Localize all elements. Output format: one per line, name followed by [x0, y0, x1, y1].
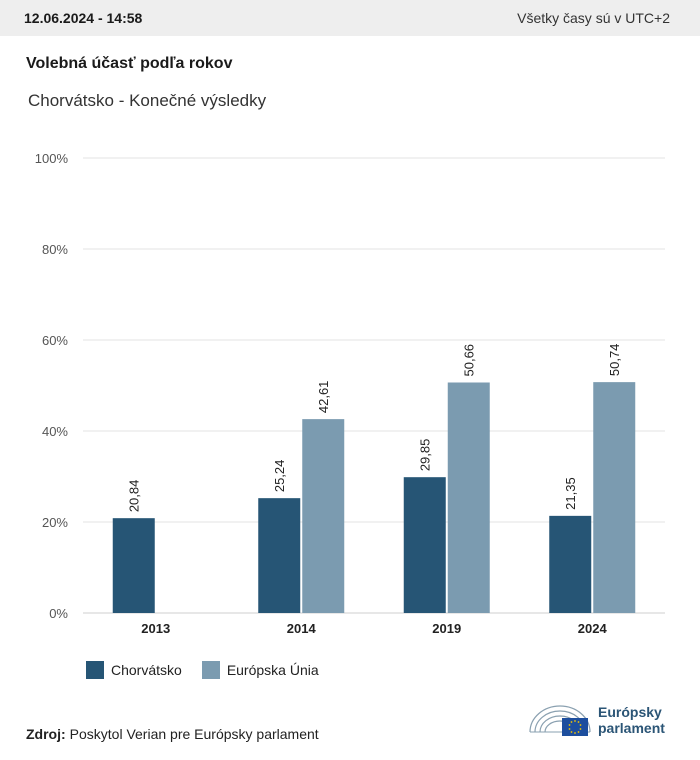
turnout-bar-chart: 0% 20% 40% 60% 80% 100% 20,84 2013 25,24 42,61 201…: [35, 151, 665, 636]
legend-label-eu: Európska Únia: [226, 662, 319, 678]
bar-croatia-2014: [258, 498, 301, 613]
y-tick-label: 0%: [49, 606, 68, 621]
source-note: Zdroj: Poskytol Verian pre Európsky parla…: [26, 726, 319, 742]
data-label: 29,85: [418, 439, 433, 472]
legend-item-croatia: Chorvátsko: [86, 661, 182, 679]
x-tick-label: 2014: [287, 621, 317, 636]
logo-line-1: Európsky: [598, 704, 662, 720]
bar-croatia-2013: [112, 518, 155, 613]
source-label: Zdroj:: [26, 726, 66, 742]
data-label: 20,84: [127, 480, 142, 513]
data-label: 42,61: [316, 381, 331, 414]
bar-eu-2014: [302, 419, 345, 613]
chart-title: Volebná účasť podľa rokov: [26, 55, 233, 72]
data-label: 50,74: [607, 344, 622, 377]
y-tick-label: 40%: [42, 424, 68, 439]
legend: Chorvátsko Európska Únia: [86, 661, 339, 679]
legend-swatch-croatia: [86, 661, 104, 679]
legend-swatch-eu: [201, 661, 220, 679]
timezone-note: Všetky časy sú v UTC+2: [517, 10, 670, 26]
parliament-hemicycle-icon: [529, 705, 591, 736]
data-label: 50,66: [462, 344, 477, 377]
bar-croatia-2019: [403, 477, 446, 613]
bar-eu-2019: [447, 382, 490, 613]
x-tick-label: 2024: [578, 621, 608, 636]
legend-item-eu: Európska Únia: [201, 661, 319, 679]
top-bar: 12.06.2024 - 14:58 Všetky časy sú v UTC+…: [0, 0, 700, 36]
source-text: Poskytol Verian pre Európsky parlament: [69, 726, 319, 742]
logo-text: Európsky parlament: [598, 704, 665, 736]
x-tick-label: 2019: [432, 621, 461, 636]
data-label: 21,35: [563, 477, 578, 510]
bar-croatia-2024: [549, 515, 592, 613]
chart-subtitle: Chorvátsko - Konečné výsledky: [28, 91, 267, 110]
legend-label-croatia: Chorvátsko: [111, 662, 182, 678]
y-tick-label: 20%: [42, 515, 68, 530]
timestamp: 12.06.2024 - 14:58: [24, 10, 143, 26]
european-parliament-logo: Európsky parlament: [528, 702, 665, 738]
y-tick-label: 100%: [35, 151, 69, 166]
data-label: 25,24: [272, 460, 287, 493]
x-tick-label: 2013: [141, 621, 170, 636]
logo-line-2: parlament: [598, 720, 665, 736]
y-tick-label: 80%: [42, 242, 68, 257]
bar-eu-2024: [593, 382, 636, 613]
y-tick-label: 60%: [42, 333, 68, 348]
